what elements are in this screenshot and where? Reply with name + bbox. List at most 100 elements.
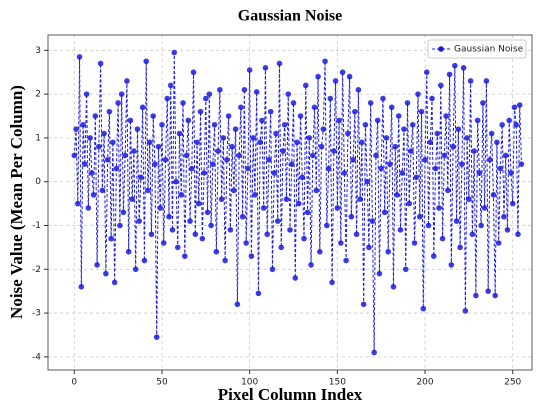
point — [445, 187, 451, 194]
point — [415, 91, 421, 97]
legend-box — [427, 39, 527, 59]
point — [395, 113, 402, 119]
point — [325, 165, 332, 172]
point — [401, 126, 407, 132]
point — [506, 117, 513, 124]
point — [259, 117, 265, 124]
point — [485, 288, 491, 294]
point — [138, 174, 144, 181]
point — [329, 279, 335, 286]
legend-marker — [438, 46, 444, 52]
point — [420, 305, 427, 312]
point — [383, 135, 390, 141]
point — [322, 58, 328, 65]
point — [513, 121, 520, 128]
point — [143, 58, 150, 65]
point — [83, 91, 90, 97]
point — [357, 196, 363, 203]
point — [331, 148, 337, 154]
point — [136, 218, 142, 224]
point — [320, 126, 327, 132]
point — [283, 196, 290, 203]
point — [267, 108, 274, 115]
point — [285, 91, 292, 97]
point — [243, 240, 249, 246]
point — [483, 78, 490, 84]
point — [502, 152, 509, 159]
point — [367, 100, 374, 106]
point — [213, 248, 220, 255]
point — [397, 227, 404, 233]
point — [111, 279, 118, 286]
point — [492, 292, 498, 299]
x-tick-label: 150 — [329, 378, 346, 388]
point — [343, 257, 349, 264]
point — [215, 148, 221, 154]
point — [471, 148, 477, 154]
point — [178, 192, 185, 198]
point — [295, 200, 302, 207]
x-tick-label: 250 — [504, 378, 521, 388]
point — [495, 240, 502, 246]
y-tick-label: -4 — [32, 352, 41, 362]
point — [246, 67, 253, 73]
point — [327, 95, 334, 102]
point — [166, 213, 172, 220]
point — [145, 187, 151, 194]
point — [299, 174, 306, 181]
point — [478, 222, 484, 229]
point — [288, 161, 295, 167]
point — [241, 86, 248, 93]
point — [122, 152, 128, 159]
point — [273, 130, 279, 137]
point — [360, 301, 367, 308]
point — [129, 196, 135, 203]
point — [90, 192, 97, 198]
point — [155, 143, 162, 150]
point — [499, 121, 505, 128]
point — [427, 139, 434, 146]
point — [304, 209, 311, 216]
point — [232, 126, 239, 132]
point — [85, 205, 92, 211]
point — [353, 231, 360, 238]
point — [153, 334, 160, 340]
point — [338, 240, 344, 246]
point — [71, 152, 78, 159]
point — [306, 135, 313, 141]
point — [245, 165, 251, 172]
point — [399, 170, 406, 176]
point — [362, 121, 369, 128]
y-tick-label: -2 — [32, 265, 41, 275]
point — [452, 62, 458, 69]
point — [181, 253, 188, 259]
point — [162, 157, 169, 163]
y-tick-label: 0 — [35, 177, 41, 187]
point — [280, 148, 286, 154]
point — [516, 102, 523, 108]
point — [274, 218, 281, 224]
point — [257, 139, 263, 146]
point — [418, 108, 425, 115]
point — [262, 65, 269, 71]
point — [324, 222, 330, 229]
point — [208, 222, 214, 229]
point — [462, 308, 469, 314]
point — [341, 170, 348, 176]
point — [238, 104, 244, 111]
point — [96, 143, 102, 150]
point — [224, 157, 230, 163]
point — [348, 213, 355, 220]
point — [480, 100, 486, 106]
point — [231, 187, 237, 194]
point — [406, 200, 413, 207]
point — [287, 227, 293, 233]
point — [501, 213, 507, 220]
point — [187, 218, 193, 224]
point — [457, 244, 463, 251]
point — [339, 69, 346, 76]
point — [459, 161, 465, 167]
point — [281, 121, 288, 128]
point — [236, 152, 242, 159]
